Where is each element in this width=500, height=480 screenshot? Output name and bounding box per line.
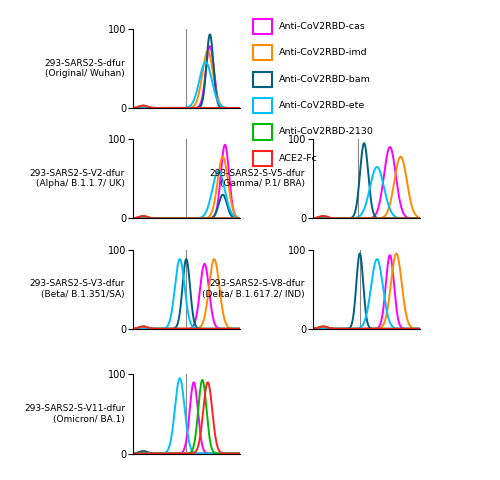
Text: 293-SARS2-S-dfur
(Original/ Wuhan): 293-SARS2-S-dfur (Original/ Wuhan) [44, 59, 125, 78]
Text: Anti-CoV2RBD-ete: Anti-CoV2RBD-ete [279, 101, 365, 110]
Text: 293-SARS2-S-V2-dfur
(Alpha/ B.1.1.7/ UK): 293-SARS2-S-V2-dfur (Alpha/ B.1.1.7/ UK) [30, 169, 125, 189]
Text: Anti-CoV2RBD-imd: Anti-CoV2RBD-imd [279, 48, 368, 57]
Text: ACE2-Fc: ACE2-Fc [279, 154, 318, 163]
Text: Anti-CoV2RBD-bam: Anti-CoV2RBD-bam [279, 75, 371, 84]
Text: 293-SARS2-S-V5-dfur
(Gamma/ P.1/ BRA): 293-SARS2-S-V5-dfur (Gamma/ P.1/ BRA) [210, 169, 305, 189]
Text: 293-SARS2-S-V8-dfur
(Delta/ B.1.617.2/ IND): 293-SARS2-S-V8-dfur (Delta/ B.1.617.2/ I… [202, 279, 305, 299]
Text: Anti-CoV2RBD-2130: Anti-CoV2RBD-2130 [279, 128, 374, 136]
Text: 293-SARS2-S-V11-dfur
(Omicron/ BA.1): 293-SARS2-S-V11-dfur (Omicron/ BA.1) [24, 404, 125, 424]
Text: 293-SARS2-S-V3-dfur
(Beta/ B.1.351/SA): 293-SARS2-S-V3-dfur (Beta/ B.1.351/SA) [30, 279, 125, 299]
Text: Anti-CoV2RBD-cas: Anti-CoV2RBD-cas [279, 22, 366, 31]
